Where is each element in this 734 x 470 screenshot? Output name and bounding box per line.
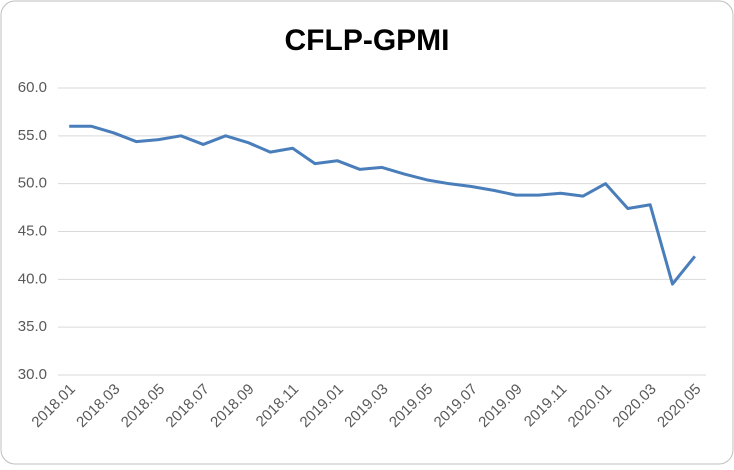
chart-title: CFLP-GPMI	[285, 24, 450, 57]
y-tick-label: 35.0	[18, 318, 47, 335]
y-tick-label: 40.0	[18, 270, 47, 287]
y-tick-label: 50.0	[18, 175, 47, 192]
y-tick-label: 60.0	[18, 79, 47, 96]
y-tick-label: 30.0	[18, 366, 47, 383]
y-tick-label: 55.0	[18, 127, 47, 144]
y-tick-label: 45.0	[18, 222, 47, 239]
data-line	[69, 124, 696, 286]
